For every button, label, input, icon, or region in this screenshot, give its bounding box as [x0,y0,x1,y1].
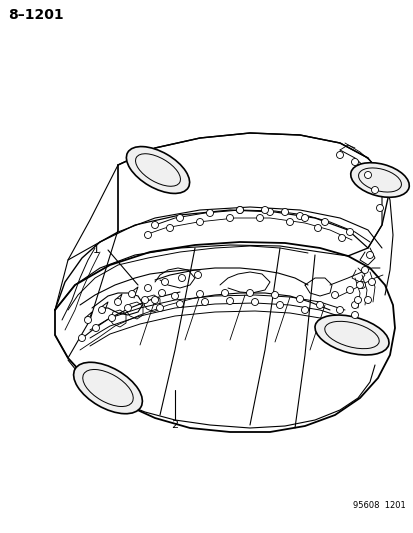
Ellipse shape [314,315,388,355]
Ellipse shape [346,229,353,236]
Ellipse shape [151,296,158,303]
Ellipse shape [246,289,253,296]
Ellipse shape [276,302,283,309]
Ellipse shape [370,187,377,193]
Ellipse shape [206,209,213,216]
Ellipse shape [363,172,370,179]
Ellipse shape [366,252,373,259]
Ellipse shape [368,279,375,286]
Ellipse shape [256,214,263,222]
Ellipse shape [301,214,308,222]
Ellipse shape [356,281,363,288]
Ellipse shape [296,213,303,220]
Ellipse shape [266,208,273,215]
Ellipse shape [221,289,228,296]
Ellipse shape [141,296,148,303]
Ellipse shape [151,222,158,229]
Ellipse shape [363,296,370,303]
Ellipse shape [375,205,382,212]
Ellipse shape [114,298,121,305]
Ellipse shape [271,292,278,298]
Ellipse shape [226,297,233,304]
Ellipse shape [78,335,85,342]
Ellipse shape [314,224,321,231]
Ellipse shape [286,219,293,225]
Ellipse shape [84,317,91,324]
Ellipse shape [178,274,185,281]
Ellipse shape [128,290,135,297]
Ellipse shape [226,214,233,222]
Ellipse shape [124,304,131,311]
Ellipse shape [201,298,208,305]
Ellipse shape [354,296,361,303]
Ellipse shape [176,301,183,308]
Ellipse shape [361,266,368,273]
Ellipse shape [236,206,243,214]
Ellipse shape [351,158,358,166]
Text: 8–1201: 8–1201 [8,8,64,22]
Ellipse shape [166,224,173,231]
Ellipse shape [156,304,163,311]
Ellipse shape [108,314,115,321]
Ellipse shape [296,295,303,303]
Ellipse shape [301,306,308,313]
Ellipse shape [321,219,328,225]
Ellipse shape [338,235,345,241]
Ellipse shape [144,231,151,238]
Ellipse shape [281,208,288,215]
Ellipse shape [336,151,343,158]
Ellipse shape [98,306,105,313]
Ellipse shape [158,289,165,296]
Ellipse shape [196,290,203,297]
Ellipse shape [74,362,142,414]
Ellipse shape [346,287,353,294]
Ellipse shape [126,147,189,193]
Ellipse shape [161,279,168,286]
Ellipse shape [358,281,365,288]
Text: 95608  1201: 95608 1201 [352,501,405,510]
Ellipse shape [196,219,203,225]
Ellipse shape [336,306,343,313]
Ellipse shape [236,206,243,214]
Ellipse shape [350,163,408,197]
Ellipse shape [251,298,258,305]
Ellipse shape [171,293,178,300]
Ellipse shape [194,271,201,279]
Ellipse shape [144,285,151,292]
Ellipse shape [351,302,358,309]
Ellipse shape [316,302,323,309]
Ellipse shape [92,325,99,332]
Ellipse shape [261,206,268,214]
Ellipse shape [176,214,183,222]
Text: 2: 2 [171,420,178,430]
Text: 1: 1 [93,245,100,255]
Ellipse shape [351,311,358,319]
Ellipse shape [331,292,338,298]
